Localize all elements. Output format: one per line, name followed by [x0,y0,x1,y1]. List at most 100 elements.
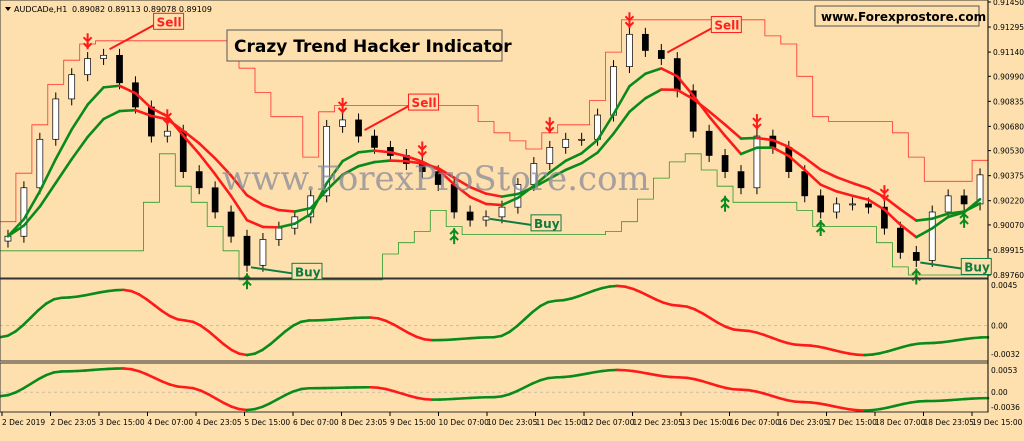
bear-candle [243,235,251,266]
fast-trend-line-segment [102,84,121,89]
sell-pointer-arrow-icon [364,105,410,131]
oscillator-1-segment [129,289,141,296]
price-panel [0,12,988,290]
oscillator-2-segment [523,382,534,389]
sell-arrow-icon [337,97,348,114]
oscillator-2-segment [21,382,33,390]
fast-trend-line-segment [484,202,504,207]
oscillator-1-segment [276,329,287,340]
oscillator-2-segment [214,397,226,405]
bull-candle [275,227,283,240]
buy-arrow-icon [815,220,826,236]
buy-label-box [960,257,992,275]
oscillator-2-segment [222,401,233,408]
slow-trend-line-segment [930,212,950,220]
bear-candle [355,119,362,137]
fast-trend-line-segment [134,91,153,110]
bull-candle [928,211,936,261]
sell-arrow-icon [545,117,555,134]
oscillator-1-segment [523,310,534,321]
bull-candle [578,138,585,141]
oscillator-2-axis-tick: 0.0053 [991,366,1017,375]
time-axis-label: 6 Dec 07:00 [293,418,339,427]
oscillator-2-segment [253,405,264,411]
fast-trend-line-segment [707,115,727,138]
fast-trend-line-segment [325,159,344,185]
time-axis-label: 16 Dec 23:05 [778,418,829,427]
time-axis-label: 16 Dec 07:00 [730,418,781,427]
oscillator-2-segment [708,382,720,388]
slow-trend-line-segment [962,202,982,213]
oscillator-1-segment [894,345,905,351]
slow-trend-line-segment [883,195,902,211]
fast-trend-line-segment [86,86,105,106]
collapse-triangle-icon[interactable] [5,7,11,11]
price-axis-label: 0.90375 [993,172,1024,181]
slow-trend-line-segment [341,164,360,176]
oscillator-1-segment [122,288,133,293]
slow-trend-line-segment [723,123,743,140]
oscillator-1-segment [909,342,920,347]
website-box: www.Forexprostore.com [814,5,986,27]
slow-trend-line-segment [787,145,807,160]
buy-pointer-arrow-icon [920,261,962,270]
bear-candle [116,54,123,84]
bear-candle [865,203,872,208]
bear-candle [737,171,745,189]
time-axis-label: 17 Dec 15:00 [827,418,878,427]
time-axis-label: 5 Dec 15:00 [245,418,291,427]
buy-pointer-arrow-icon [489,217,532,226]
sell-label-box [153,12,185,30]
bull-candle [849,203,856,206]
oscillator-1-segment [99,289,110,294]
oscillator-1-segment [6,330,17,338]
bear-candle [434,171,442,185]
bear-candle [227,211,235,237]
slow-trend-line-segment [6,224,26,238]
oscillator-2-segment [762,392,774,398]
oscillator-1-segment [539,300,550,308]
slow-trend-line-segment [229,174,249,197]
bear-candle [912,252,920,261]
oscillator-1-segment [762,333,774,340]
slow-trend-line-segment [484,192,504,198]
buy-arrow-icon [720,195,730,212]
sell-arrow-icon [624,12,635,29]
bear-candle [960,195,968,205]
buy-label: Buy [534,217,560,231]
fast-trend-line-segment [197,152,217,176]
slow-trend-line-segment [325,173,344,192]
slow-trend-line-segment [548,168,568,180]
sell-pointer-arrow-icon [666,27,712,54]
sell-label-box [408,93,440,111]
buy-arrow-icon [449,228,459,245]
oscillator-1-segment [83,292,94,297]
bull-candle [36,138,44,189]
time-axis-label: 18 Dec 23:05 [924,418,975,427]
slow-trend-line-segment [500,192,520,198]
fast-trend-line-segment [532,171,552,188]
fast-trend-line-segment [835,190,854,198]
slow-trend-line-segment [803,156,822,171]
oscillator-1-segment [384,319,395,326]
bear-candle [689,90,697,132]
oscillator-2-segment [160,380,172,386]
oscillator-2-segment [832,404,843,410]
oscillator-1-segment [492,334,504,339]
oscillator-2-segment [191,386,202,392]
bull-candle [339,119,346,127]
oscillator-1-segment [770,336,781,342]
time-axis-label: 2 Dec 23:05 [51,418,97,427]
slow-trend-line-segment [628,97,647,114]
oscillator-1-segment [631,287,642,294]
oscillator-1-segment [253,348,264,356]
oscillator-1-segment [778,339,789,345]
fast-trend-line-segment [500,196,520,207]
fast-trend-line-segment [660,67,679,78]
slow-trend-line-segment [70,135,89,161]
slow-trend-line-segment [102,109,121,121]
oscillator-1-segment [662,301,673,307]
oscillator-2-segment [137,369,148,376]
oscillator-2-segment [261,401,272,409]
